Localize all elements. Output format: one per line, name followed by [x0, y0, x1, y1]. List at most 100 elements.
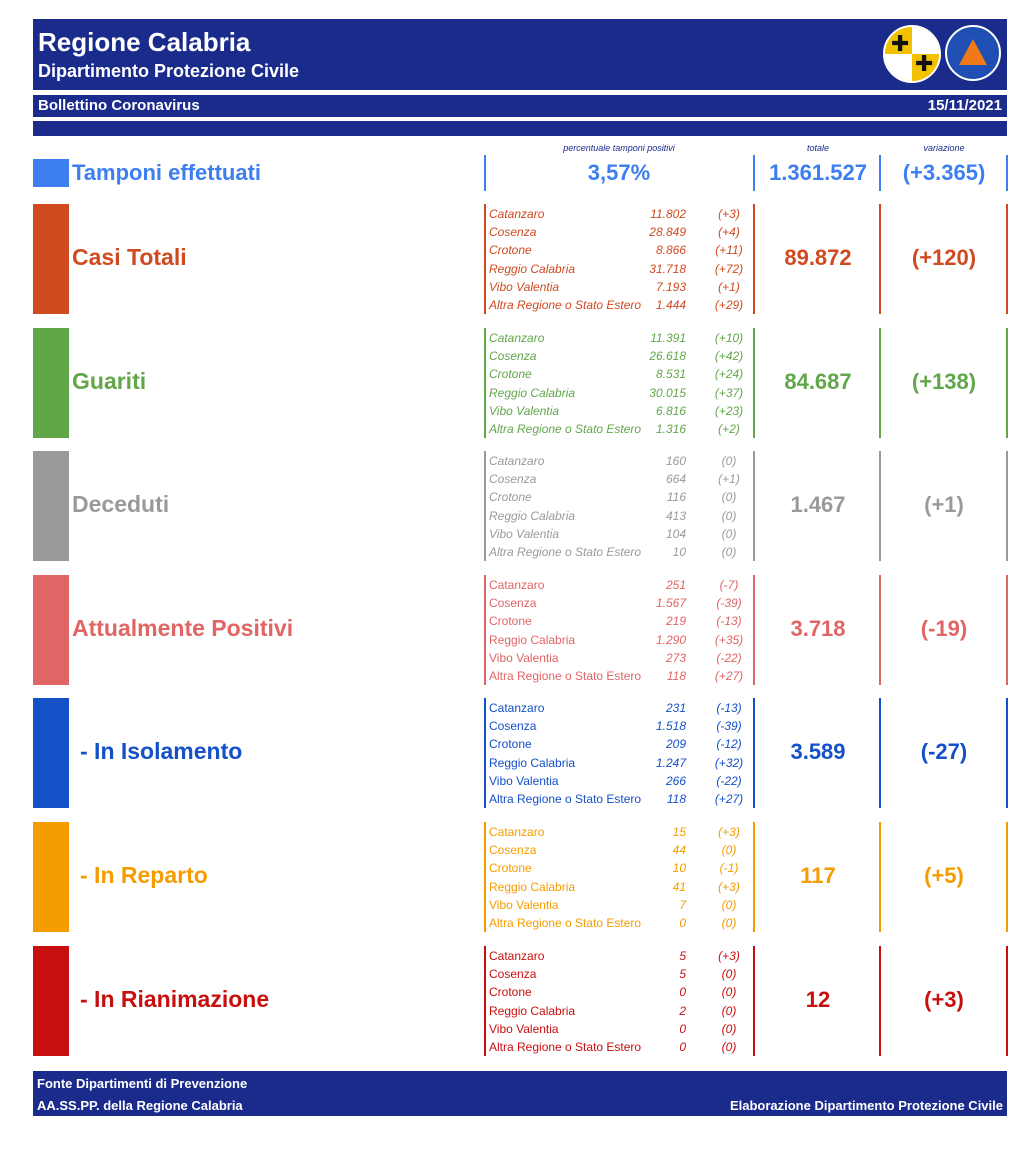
province-delta: (-39) — [716, 596, 742, 611]
section-swatch — [33, 822, 69, 932]
province-delta: (+24) — [714, 367, 744, 382]
bulletin-date: 15/11/2021 — [927, 97, 1002, 114]
province-delta: (-7) — [719, 578, 739, 592]
section-swatch — [33, 575, 69, 685]
section-divider — [879, 946, 881, 1056]
province-delta: (0) — [721, 1003, 737, 1018]
province-name: Altra Regione o Stato Estero — [489, 545, 642, 559]
section-total: 12 — [805, 987, 831, 1012]
section-divider — [879, 822, 881, 932]
province-delta: (0) — [721, 916, 737, 930]
province-value: 116 — [666, 490, 686, 505]
province-delta: (+72) — [714, 261, 744, 276]
section-divider — [753, 575, 755, 685]
province-delta: (+23) — [714, 403, 744, 418]
province-name: Altra Regione o Stato Estero — [489, 916, 642, 930]
province-value: 251 — [665, 578, 686, 592]
province-name: Catanzaro — [489, 454, 545, 468]
province-name: Catanzaro — [489, 331, 545, 345]
province-delta: (-12) — [716, 737, 742, 752]
footer-source-2: AA.SS.PP. della Regione Calabria — [37, 1098, 243, 1113]
section-total: 1.467 — [790, 492, 846, 517]
protezione-civile-logo-icon — [945, 25, 1001, 81]
province-value: 26.618 — [649, 349, 686, 364]
province-value: 11.391 — [650, 331, 686, 345]
footer-source-1: Fonte Dipartimenti di Prevenzione — [37, 1076, 248, 1091]
section-divider — [753, 822, 755, 932]
section-label: Attualmente Positivi — [72, 615, 294, 641]
province-value: 8.531 — [655, 367, 686, 382]
province-name: Cosenza — [489, 719, 537, 734]
province-delta: (+2) — [718, 422, 740, 436]
province-delta: (-22) — [716, 650, 742, 665]
province-delta: (+32) — [714, 755, 744, 770]
province-value: 8.866 — [655, 243, 686, 258]
section-divider — [1006, 451, 1008, 561]
tamponi-label: Tamponi effettuati — [72, 160, 262, 185]
province-delta: (+1) — [718, 279, 740, 294]
province-delta: (+1) — [718, 472, 740, 487]
province-value: 104 — [665, 526, 686, 541]
section-total: 89.872 — [784, 245, 852, 270]
province-value: 1.518 — [655, 719, 686, 734]
section-divider — [1006, 328, 1008, 438]
section-divider — [753, 328, 755, 438]
section-divider — [1006, 204, 1008, 314]
province-value: 0 — [679, 916, 686, 930]
section-total: 3.718 — [790, 616, 846, 641]
province-value: 1.247 — [655, 755, 686, 770]
province-name: Vibo Valentia — [489, 1021, 559, 1036]
province-name: Catanzaro — [489, 701, 545, 715]
province-delta: (+29) — [714, 298, 744, 312]
province-delta: (0) — [721, 454, 737, 468]
province-name: Altra Regione o Stato Estero — [489, 298, 642, 312]
province-value: 1.290 — [655, 632, 686, 647]
province-delta: (-13) — [716, 701, 742, 715]
province-delta: (+11) — [715, 243, 743, 258]
province-value: 44 — [672, 843, 686, 858]
section-label: Deceduti — [72, 491, 170, 517]
bulletin-title: Bollettino Coronavirus — [38, 97, 200, 114]
province-delta: (+42) — [714, 349, 744, 364]
page-subtitle: Dipartimento Protezione Civile — [38, 61, 300, 81]
section-variation: (+120) — [911, 245, 977, 270]
province-name: Cosenza — [489, 225, 537, 240]
province-name: Crotone — [489, 985, 532, 1000]
section-variation: (+5) — [924, 863, 964, 888]
province-value: 0 — [679, 1040, 686, 1054]
section-divider — [484, 698, 486, 808]
province-name: Catanzaro — [489, 207, 545, 221]
province-delta: (-1) — [719, 861, 739, 876]
province-value: 6.816 — [655, 403, 686, 418]
section-swatch — [33, 328, 69, 438]
province-value: 5 — [679, 949, 686, 963]
province-delta: (0) — [721, 1040, 737, 1054]
province-name: Crotone — [489, 861, 532, 876]
province-value: 41 — [672, 879, 686, 894]
province-value: 28.849 — [649, 225, 686, 240]
section-label: Guariti — [72, 368, 147, 394]
province-delta: (+3) — [718, 825, 740, 839]
province-value: 11.802 — [650, 207, 686, 221]
section-divider — [484, 946, 486, 1056]
province-name: Vibo Valentia — [489, 279, 560, 294]
province-value: 1.567 — [655, 596, 686, 611]
divider-bar — [33, 121, 1007, 136]
province-name: Cosenza — [489, 843, 537, 858]
province-name: Crotone — [489, 490, 532, 505]
province-name: Reggio Calabria — [489, 1003, 576, 1018]
col-header-percent: percentuale tamponi positivi — [563, 143, 675, 153]
section-label: - In Isolamento — [80, 738, 243, 764]
section-divider — [484, 575, 486, 685]
col-header-variation: variazione — [923, 143, 965, 153]
section-divider — [879, 698, 881, 808]
province-delta: (0) — [721, 843, 737, 858]
section-divider — [1006, 822, 1008, 932]
province-name: Crotone — [489, 243, 532, 258]
province-delta: (+35) — [714, 632, 744, 647]
section-divider — [753, 451, 755, 561]
province-value: 219 — [665, 614, 686, 629]
section-row: Casi Totali Catanzaro 11.802 (+3) Cosenza 28.… — [0, 204, 1024, 314]
province-name: Vibo Valentia — [489, 526, 560, 541]
section-total: 3.589 — [790, 739, 846, 764]
